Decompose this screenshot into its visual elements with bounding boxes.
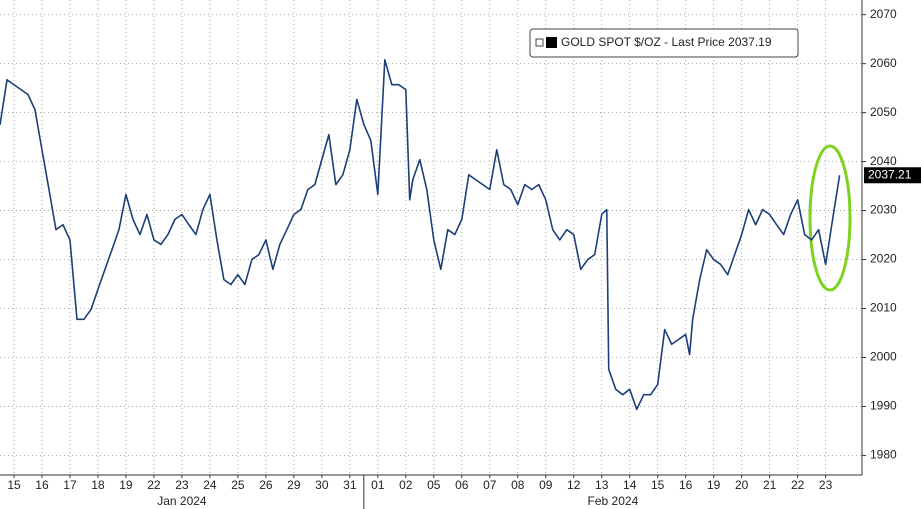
x-tick-label: 05 — [427, 478, 441, 492]
y-tick-label: 2020 — [870, 252, 897, 266]
x-tick-label: 15 — [7, 478, 21, 492]
x-tick-label: 22 — [791, 478, 805, 492]
x-tick-label: 19 — [707, 478, 721, 492]
x-tick-label: 23 — [819, 478, 833, 492]
y-tick-label: 1990 — [870, 399, 897, 413]
x-tick-label: 18 — [91, 478, 105, 492]
x-tick-label: 24 — [203, 478, 217, 492]
x-tick-label: 30 — [315, 478, 329, 492]
y-tick-label: 2060 — [870, 56, 897, 70]
last-value-tag — [864, 167, 921, 184]
legend-box — [529, 28, 799, 58]
x-tick-label: 26 — [259, 478, 273, 492]
series-line — [0, 58, 841, 411]
y-tick-label: 2000 — [870, 350, 897, 364]
x-group-label: Feb 2024 — [588, 494, 639, 508]
x-tick-label: 25 — [231, 478, 245, 492]
x-tick-label: 15 — [651, 478, 665, 492]
highlight-ellipse — [808, 144, 852, 292]
x-tick-label: 31 — [343, 478, 357, 492]
x-tick-label: 02 — [399, 478, 413, 492]
y-tick-label: 1980 — [870, 448, 897, 462]
x-tick-label: 07 — [483, 478, 497, 492]
y-tick-label: 2040 — [870, 154, 897, 168]
x-tick-label: 16 — [679, 478, 693, 492]
x-tick-label: 19 — [119, 478, 133, 492]
legend-icon — [535, 38, 544, 47]
legend: GOLD SPOT $/OZ - Last Price 2037.19 — [529, 28, 799, 58]
x-tick-label: 01 — [371, 478, 385, 492]
x-tick-label: 29 — [287, 478, 301, 492]
x-tick-label: 21 — [763, 478, 777, 492]
x-tick-label: 23 — [175, 478, 189, 492]
x-tick-label: 16 — [35, 478, 49, 492]
x-tick-label: 12 — [567, 478, 581, 492]
legend-swatch — [546, 37, 557, 48]
legend-label: GOLD SPOT $/OZ - Last Price 2037.19 — [561, 35, 772, 49]
x-tick-label: 09 — [539, 478, 553, 492]
x-tick-label: 22 — [147, 478, 161, 492]
x-tick-label: 14 — [623, 478, 637, 492]
x-tick-label: 06 — [455, 478, 469, 492]
y-tick-label: 2010 — [870, 301, 897, 315]
last-value-label: 2037.21 — [868, 167, 912, 181]
y-tick-label: 2030 — [870, 203, 897, 217]
x-tick-label: 08 — [511, 478, 525, 492]
y-tick-label: 2070 — [870, 7, 897, 21]
y-tick-label: 2050 — [870, 105, 897, 119]
x-tick-label: 20 — [735, 478, 749, 492]
x-group-label: Jan 2024 — [157, 494, 207, 508]
x-tick-label: 17 — [63, 478, 77, 492]
x-tick-label: 13 — [595, 478, 609, 492]
